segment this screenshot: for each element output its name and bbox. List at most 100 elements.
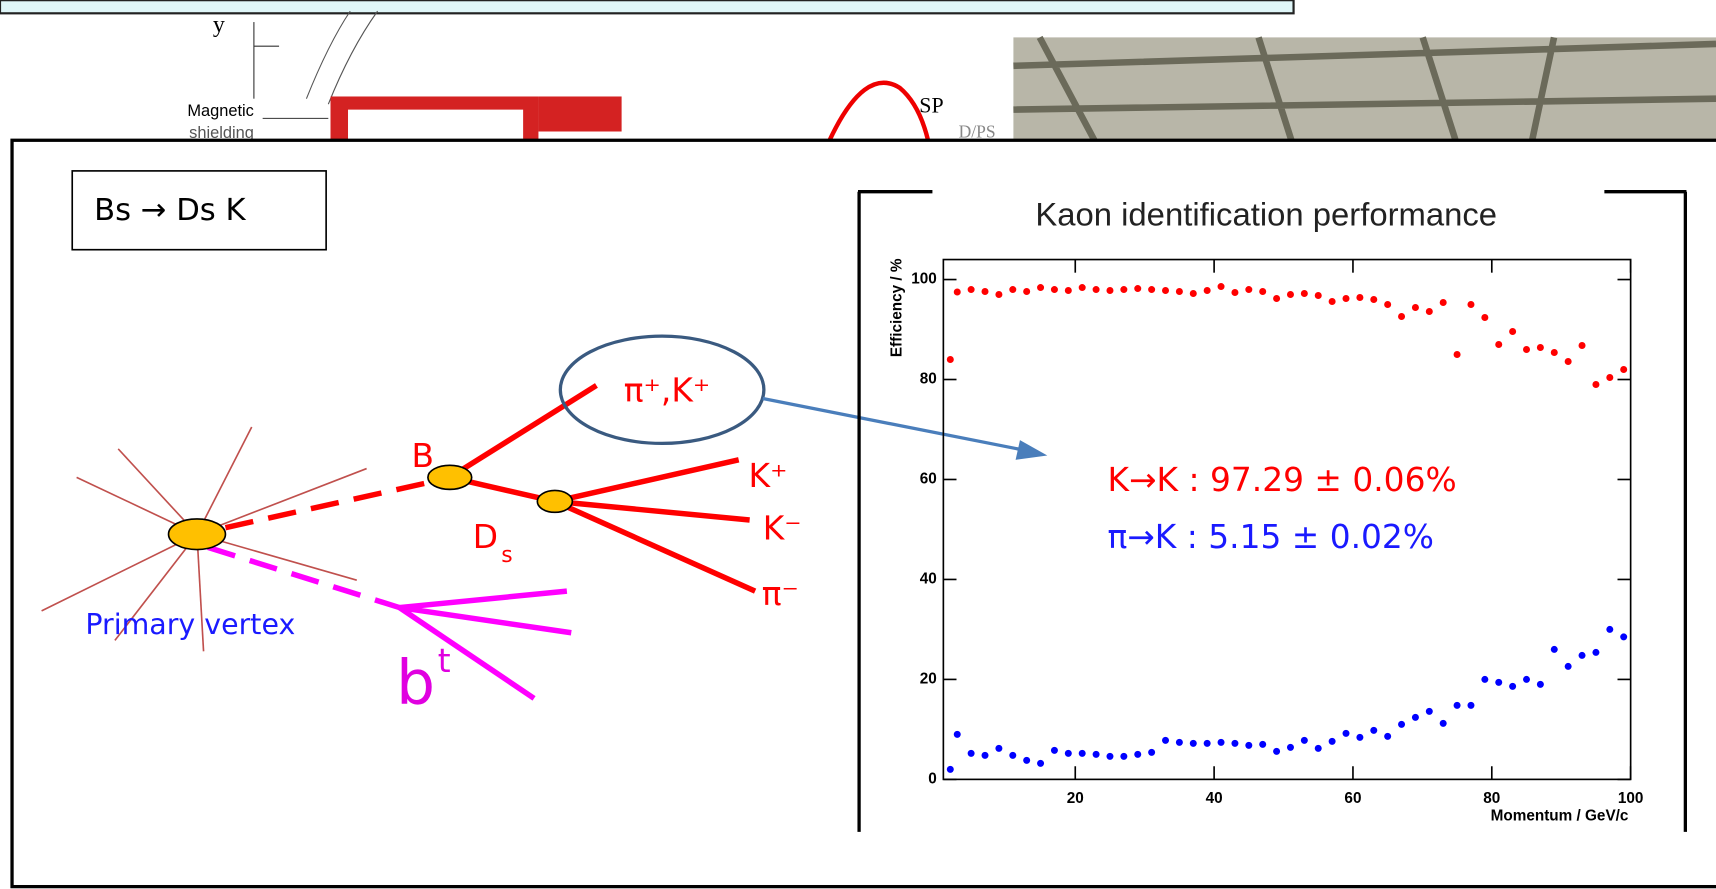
data-point	[1037, 760, 1044, 767]
data-point	[1106, 753, 1113, 760]
data-point	[1509, 683, 1516, 690]
data-point	[968, 750, 975, 757]
data-point	[1120, 286, 1127, 293]
y-tick-label: 40	[920, 570, 937, 587]
x-tick-label: 100	[1618, 790, 1644, 807]
box-title: Bs → Ds K	[94, 193, 246, 228]
data-point	[968, 286, 975, 293]
data-point	[1495, 679, 1502, 686]
data-point	[1551, 349, 1558, 356]
annotation: π→K : 5.15 ± 0.02%	[1108, 518, 1435, 556]
data-point	[1259, 288, 1266, 295]
ds-vertex	[537, 490, 572, 512]
data-point	[1370, 296, 1377, 303]
data-point	[1440, 299, 1447, 306]
data-point	[1023, 757, 1030, 764]
data-point	[1231, 740, 1238, 747]
data-point	[1481, 314, 1488, 321]
data-point	[1412, 714, 1419, 721]
data-point	[1565, 358, 1572, 365]
annotation: K→K : 97.29 ± 0.06%	[1108, 461, 1457, 499]
data-point	[1162, 287, 1169, 294]
data-point	[1273, 748, 1280, 755]
data-point	[1093, 751, 1100, 758]
data-point	[1343, 730, 1350, 737]
chart-title: Kaon identification performance	[1035, 196, 1497, 233]
data-point	[1537, 344, 1544, 351]
y-tick-label: 80	[920, 371, 937, 388]
particle-label: π⁺,K⁺	[624, 371, 710, 409]
data-point	[947, 356, 954, 363]
x-tick-label: 80	[1483, 790, 1500, 807]
data-point	[1245, 742, 1252, 749]
data-point	[995, 291, 1002, 298]
data-point	[1148, 749, 1155, 756]
data-point	[1065, 287, 1072, 294]
data-point	[1606, 626, 1613, 633]
data-point	[1370, 727, 1377, 734]
data-point	[1051, 747, 1058, 754]
data-point	[995, 745, 1002, 752]
particle-subscript: s	[501, 543, 512, 568]
data-point	[1120, 753, 1127, 760]
particle-superscript: t	[438, 642, 451, 680]
data-point	[1356, 294, 1363, 301]
data-point	[1009, 286, 1016, 293]
panel	[12, 140, 1716, 886]
data-point	[1523, 346, 1530, 353]
data-point	[1079, 284, 1086, 291]
data-point	[1037, 284, 1044, 291]
data-point	[1093, 286, 1100, 293]
data-point	[1440, 720, 1447, 727]
data-point	[1537, 681, 1544, 688]
data-point	[1190, 740, 1197, 747]
vertex-label: Primary vertex	[85, 608, 295, 641]
data-point	[954, 289, 961, 296]
x-tick-label: 60	[1344, 790, 1361, 807]
data-point	[1551, 646, 1558, 653]
particle-label: π⁻	[762, 575, 799, 613]
data-point	[1162, 737, 1169, 744]
data-point	[1398, 313, 1405, 320]
data-point	[1106, 287, 1113, 294]
y-tick-label: 20	[920, 670, 937, 687]
data-point	[1426, 308, 1433, 315]
bg-label: SP	[919, 93, 943, 117]
data-point	[1565, 663, 1572, 670]
data-point	[1454, 351, 1461, 358]
data-point	[1065, 750, 1072, 757]
data-point	[1218, 283, 1225, 290]
data-point	[1467, 301, 1474, 308]
bg-label: Magnetic	[187, 102, 254, 120]
data-point	[1523, 676, 1530, 683]
red-arc	[830, 83, 928, 141]
data-point	[1051, 286, 1058, 293]
primary-vertex	[169, 519, 226, 550]
header-strip	[0, 0, 1294, 13]
b-vertex	[428, 465, 472, 489]
data-point	[1592, 381, 1599, 388]
data-point	[1176, 288, 1183, 295]
data-point	[1495, 341, 1502, 348]
data-point	[1009, 752, 1016, 759]
data-point	[1356, 734, 1363, 741]
data-point	[1606, 374, 1613, 381]
data-point	[1315, 292, 1322, 299]
x-tick-label: 20	[1067, 790, 1084, 807]
particle-label: K⁺	[749, 457, 788, 495]
data-point	[1329, 298, 1336, 305]
data-point	[1343, 295, 1350, 302]
data-point	[1231, 289, 1238, 296]
data-point	[1384, 733, 1391, 740]
data-point	[1245, 286, 1252, 293]
data-point	[1134, 751, 1141, 758]
y-tick-label: 100	[911, 271, 937, 288]
data-point	[1620, 366, 1627, 373]
data-point	[1287, 744, 1294, 751]
particle-label: K⁻	[763, 509, 802, 547]
data-point	[1315, 745, 1322, 752]
data-point	[1134, 285, 1141, 292]
data-point	[982, 752, 989, 759]
data-point	[1579, 342, 1586, 349]
particle-label: D	[473, 518, 498, 556]
